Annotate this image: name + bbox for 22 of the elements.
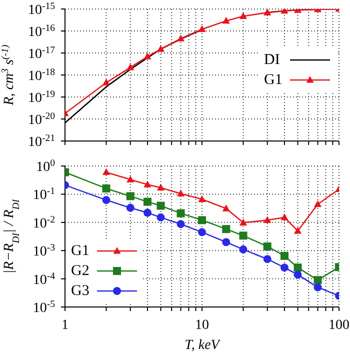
legend-label: G3 bbox=[71, 282, 90, 300]
y-tick-label: 10$^{-20}$ bbox=[28, 110, 56, 128]
y-tick-label: 10$^{-3}$ bbox=[32, 242, 56, 260]
y-tick-label: 10$^{-5}$ bbox=[32, 298, 56, 316]
y-tick-label: 10$^{-17}$ bbox=[28, 44, 56, 62]
y-tick-label: 10$^{0}$ bbox=[36, 158, 56, 175]
y-tick-label: 10$^{-18}$ bbox=[28, 66, 56, 84]
x-axis-title: T, keV bbox=[184, 338, 221, 353]
y-tick-label: 10$^{-2}$ bbox=[32, 214, 56, 232]
y-tick-label: 10$^{-1}$ bbox=[32, 186, 56, 204]
x-tick-label: 1 bbox=[62, 318, 68, 333]
x-tick-label: 100 bbox=[328, 318, 350, 333]
y-tick-label: 10$^{-4}$ bbox=[32, 270, 56, 288]
y-tick-label: 10$^{-19}$ bbox=[28, 88, 56, 106]
legend-label: G1 bbox=[71, 242, 90, 260]
x-tick-label: 10 bbox=[195, 318, 209, 333]
y-tick-label: 10$^{-16}$ bbox=[28, 22, 56, 40]
legend-label: G1 bbox=[264, 72, 284, 88]
legend-label: DI bbox=[264, 52, 281, 68]
y-tick-label: 10$^{-21}$ bbox=[28, 132, 56, 150]
legend-label: G2 bbox=[71, 262, 90, 280]
y-tick-label: 10$^{-15}$ bbox=[28, 0, 56, 18]
